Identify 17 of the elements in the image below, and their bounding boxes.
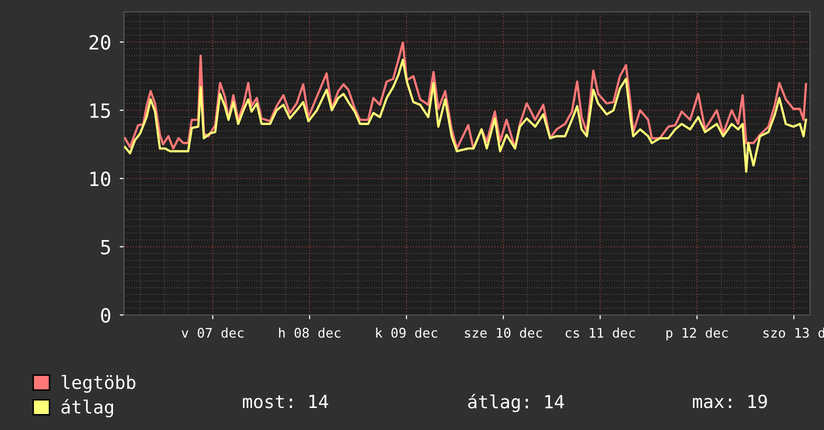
y-tick-label: 5 <box>101 240 110 254</box>
x-tick-label: v 07 dec <box>182 328 244 338</box>
text: átlag: 14 <box>468 394 564 412</box>
text: max: 19 <box>692 394 767 408</box>
x-tick-label: k 09 dec <box>376 328 438 338</box>
text: most: 14 <box>242 394 328 408</box>
x-tick-label: cs 11 dec <box>566 328 635 338</box>
x-tick-label: h 08 dec <box>279 328 340 338</box>
legend-label: legtöbb <box>62 375 136 393</box>
y-tick-label: 0 <box>101 308 110 323</box>
y-tick-label: 10 <box>90 172 110 186</box>
x-tick-label: sze 10 dec <box>464 328 542 338</box>
y-tick-label: 20 <box>90 35 110 50</box>
legend-label: átlag <box>61 399 113 418</box>
x-tick-label: szo 13 d <box>763 328 824 338</box>
x-tick-label: p 12 dec <box>666 328 728 340</box>
y-tick-label: 15 <box>90 104 110 118</box>
